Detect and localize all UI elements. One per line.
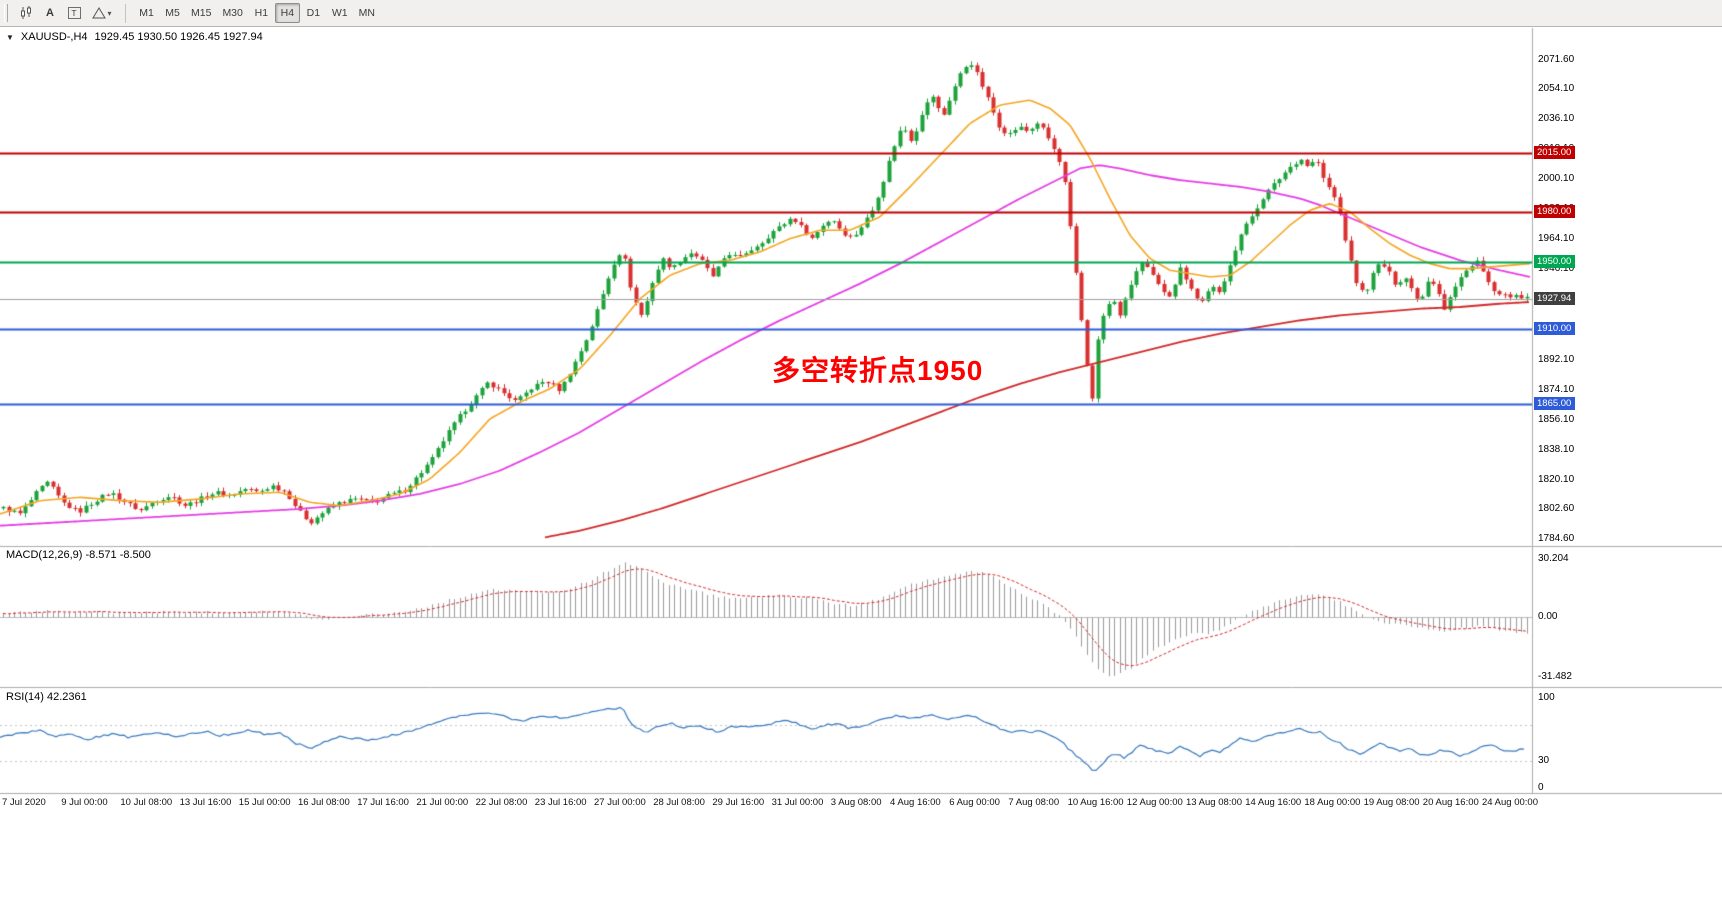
dropdown-caret-icon: ▾	[107, 8, 112, 18]
chart-template-button[interactable]	[15, 3, 37, 23]
timeframe-button-mn[interactable]: MN	[358, 7, 375, 19]
arrows-dropdown-button[interactable]: ▾	[87, 3, 117, 23]
text-label-tool-glyph: T	[67, 7, 81, 19]
toolbar-separator	[125, 3, 126, 23]
timeframe-group: M1 M5 M15 M30 H1 H4 D1 W1 MN	[134, 3, 380, 23]
timeframe-button-m5[interactable]: M5	[165, 7, 180, 19]
toolbar: A T ▾ M1 M5 M15 M30 H1 H4 D1 W1 MN	[0, 0, 1722, 27]
text-tool-button[interactable]: A	[39, 3, 61, 23]
text-tool-label: A	[46, 7, 54, 19]
timeframe-button-d1[interactable]: D1	[306, 7, 321, 19]
timeframe-button-m15[interactable]: M15	[191, 7, 212, 19]
toolbar-grip[interactable]	[4, 4, 8, 22]
text-label-tool-button[interactable]: T	[63, 3, 85, 23]
candlestick-chart-icon	[21, 6, 31, 19]
timeframe-button-h4[interactable]: H4	[274, 3, 300, 23]
timeframe-button-m1[interactable]: M1	[139, 7, 154, 19]
arrow-shape-icon	[92, 7, 107, 19]
symbol-collapse-icon[interactable]: ▼	[6, 32, 14, 42]
timeframe-button-w1[interactable]: W1	[331, 7, 348, 19]
timeframe-button-h1[interactable]: H1	[254, 7, 269, 19]
timeframe-button-m30[interactable]: M30	[222, 7, 243, 19]
